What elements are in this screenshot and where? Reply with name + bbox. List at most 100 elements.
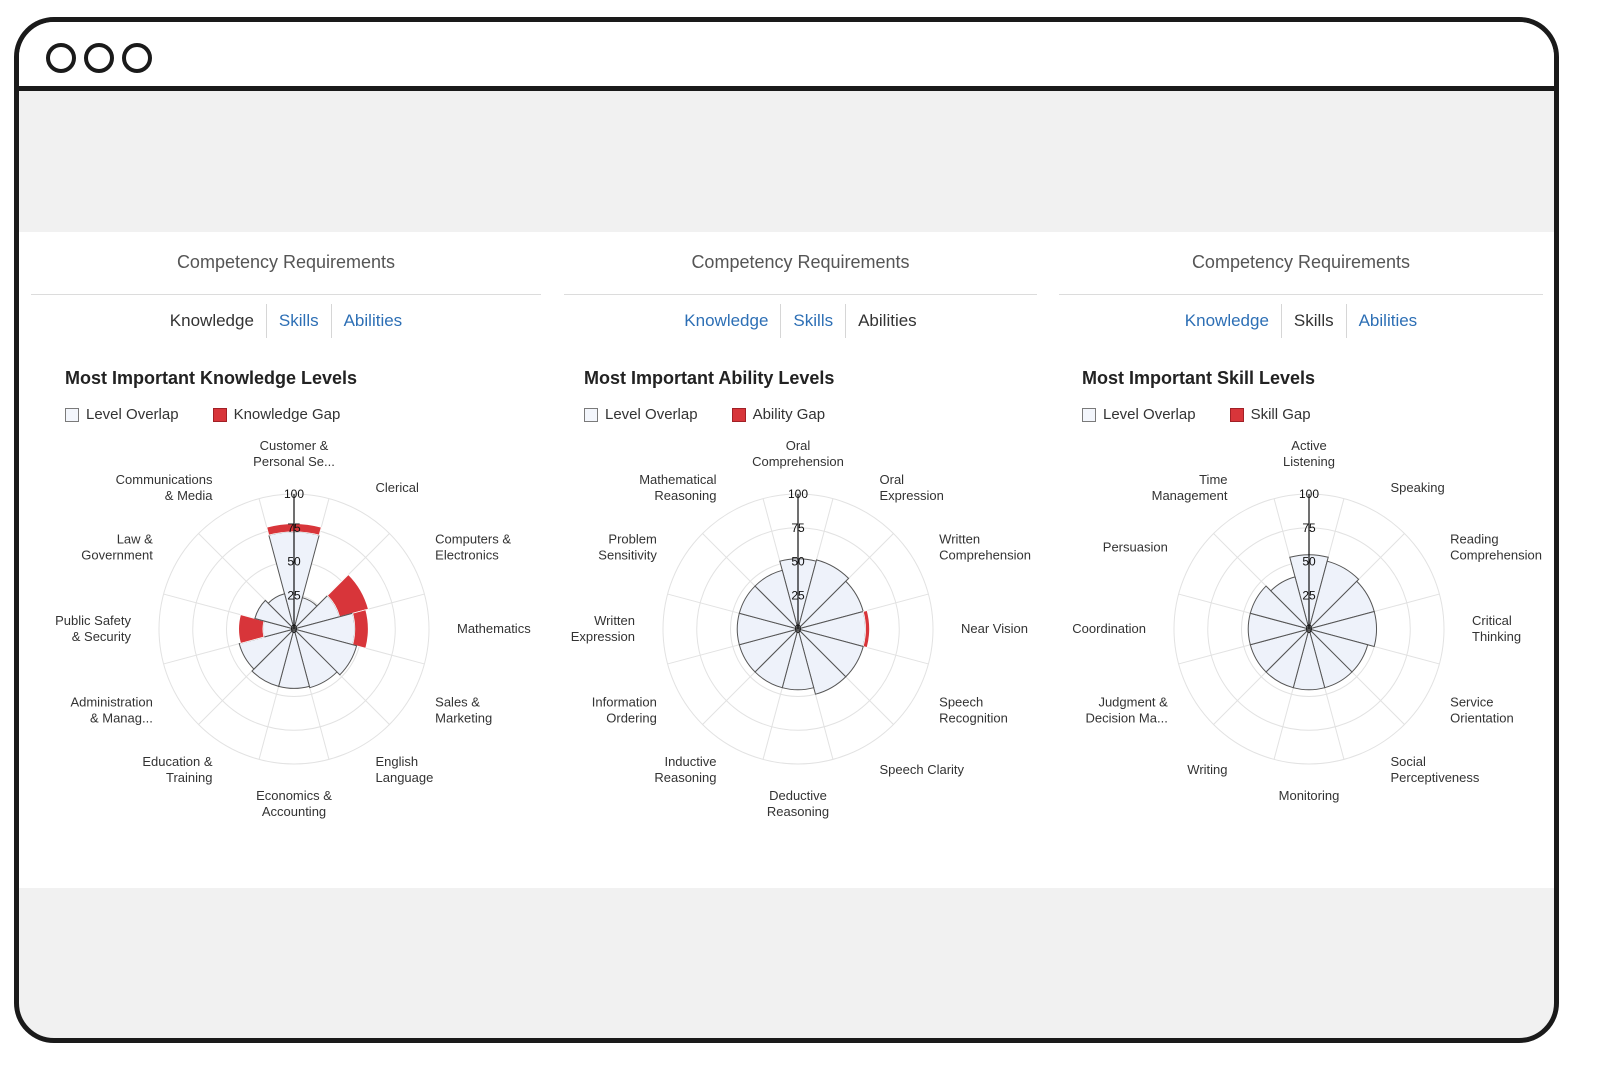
- category-label-line: Decision Ma...: [1085, 711, 1167, 726]
- tab-separator: [1345, 304, 1347, 338]
- tab-skills[interactable]: Skills: [793, 311, 834, 330]
- category-label: Time Management: [1152, 472, 1228, 503]
- category-label: Mathematics: [457, 621, 531, 636]
- r-tick-label: 25: [287, 588, 301, 602]
- bar-overlap[interactable]: [1249, 585, 1311, 630]
- tab-knowledge[interactable]: Knowledge: [169, 311, 254, 330]
- category-label-line: Comprehension: [1450, 548, 1542, 563]
- bar-overlap[interactable]: [238, 628, 296, 670]
- category-label-line: & Manag...: [90, 711, 153, 726]
- tab-knowledge[interactable]: Knowledge: [1184, 311, 1269, 330]
- window-titlebar: [19, 22, 1554, 91]
- bar-overlap[interactable]: [1270, 576, 1310, 631]
- r-tick-label: 25: [1302, 588, 1316, 602]
- window-dot-2[interactable]: [84, 43, 114, 73]
- category-label: Mathematical Reasoning: [639, 472, 716, 503]
- r-tick-label: 50: [287, 555, 301, 569]
- bar-gap[interactable]: [352, 609, 369, 649]
- category-label: Coordination: [1072, 621, 1146, 636]
- category-label-line: Customer &: [260, 438, 329, 453]
- card-title: Competency Requirements: [1191, 252, 1411, 272]
- category-label-line: Writing: [1187, 762, 1227, 777]
- category-label-line: Reading: [1450, 532, 1498, 547]
- tab-separator: [265, 304, 267, 338]
- chart-title: Most Important Ability Levels: [584, 368, 835, 388]
- category-label: Deductive Reasoning: [767, 788, 829, 819]
- category-label-line: Speech Clarity: [880, 762, 965, 777]
- tab-separator: [845, 304, 847, 338]
- tab-abilities[interactable]: Abilities: [343, 311, 403, 330]
- category-label: Written Comprehension: [939, 532, 1031, 563]
- r-tick-label: 0: [291, 622, 298, 636]
- legend-label-gap: Knowledge Gap: [233, 406, 341, 423]
- category-label-line: Recognition: [939, 711, 1008, 726]
- category-label-line: Information: [592, 695, 657, 710]
- window-dot-1[interactable]: [46, 43, 76, 73]
- bar-gap[interactable]: [238, 614, 265, 644]
- legend-label-overlap: Level Overlap: [1103, 406, 1196, 423]
- legend-swatch-overlap: [65, 407, 79, 422]
- tab-skills[interactable]: Skills: [278, 311, 319, 330]
- tab-abilities[interactable]: Abilities: [1358, 311, 1418, 330]
- window-dot-3[interactable]: [122, 43, 152, 73]
- legend-overlap[interactable]: Level Overlap: [584, 406, 698, 423]
- category-label-line: Reasoning: [654, 488, 716, 503]
- r-tick-label: 25: [791, 588, 805, 602]
- bar-overlap[interactable]: [754, 569, 799, 631]
- bar-overlap[interactable]: [797, 627, 847, 695]
- category-label-line: Oral: [880, 472, 905, 487]
- divider: [1059, 294, 1543, 295]
- category-label-line: Monitoring: [1279, 788, 1340, 803]
- category-label: Speaking: [1391, 480, 1445, 495]
- category-label-line: Persuasion: [1103, 540, 1168, 555]
- category-label: Public Safety & Security: [55, 613, 131, 644]
- category-label-line: Sales &: [435, 695, 480, 710]
- category-label-line: Clerical: [376, 480, 419, 495]
- legend-gap[interactable]: Ability Gap: [731, 406, 825, 423]
- legend-swatch-gap: [731, 407, 746, 422]
- bar-overlap[interactable]: [267, 593, 295, 631]
- category-label-line: Training: [166, 770, 212, 785]
- bar-overlap[interactable]: [251, 627, 295, 687]
- category-label-line: Marketing: [435, 711, 492, 726]
- tab-bar: Knowledge Skills Abilities: [31, 304, 541, 338]
- legend-gap[interactable]: Skill Gap: [1229, 406, 1311, 423]
- legend-overlap[interactable]: Level Overlap: [65, 406, 179, 423]
- bar-overlap[interactable]: [1308, 560, 1360, 631]
- card-title: Competency Requirements: [176, 252, 396, 272]
- tab-skills[interactable]: Skills: [1293, 311, 1334, 330]
- r-tick-label: 50: [791, 555, 805, 569]
- chart-legend: Level Overlap Knowledge Gap: [65, 406, 374, 423]
- category-label-line: Listening: [1283, 454, 1335, 469]
- category-label: Speech Recognition: [939, 695, 1008, 726]
- r-tick-label: 100: [1299, 487, 1319, 501]
- content-panel: Competency Requirements Knowledge Skills…: [19, 232, 1554, 888]
- category-label: Critical Thinking: [1472, 613, 1521, 644]
- tab-bar: Knowledge Skills Abilities: [564, 304, 1037, 338]
- bar-overlap[interactable]: [293, 627, 338, 689]
- category-label: Inductive Reasoning: [654, 754, 716, 785]
- bar-overlap[interactable]: [1307, 610, 1377, 648]
- category-label-line: Deductive: [769, 788, 827, 803]
- legend-gap[interactable]: Knowledge Gap: [212, 406, 341, 423]
- category-label-line: Management: [1152, 488, 1228, 503]
- legend-overlap[interactable]: Level Overlap: [1082, 406, 1196, 423]
- category-label-line: Expression: [880, 488, 944, 503]
- tab-knowledge[interactable]: Knowledge: [684, 311, 769, 330]
- bar-overlap[interactable]: [292, 628, 358, 676]
- bar-overlap[interactable]: [254, 599, 296, 630]
- chart-legend: Level Overlap Skill Gap: [1082, 406, 1345, 423]
- tab-abilities[interactable]: Abilities: [858, 311, 917, 330]
- category-label-line: Time: [1199, 472, 1227, 487]
- category-label-line: Speech: [939, 695, 983, 710]
- r-tick-label: 50: [1302, 555, 1316, 569]
- tab-separator: [1280, 304, 1282, 338]
- category-label-line: Inductive: [664, 754, 716, 769]
- r-tick-label: 75: [791, 521, 805, 535]
- category-label: Sales & Marketing: [435, 695, 492, 726]
- category-label: Computers & Electronics: [435, 532, 511, 563]
- category-label-line: Social: [1391, 754, 1427, 769]
- category-label-line: Speaking: [1391, 480, 1445, 495]
- bar-overlap[interactable]: [797, 559, 850, 631]
- category-label: English Language: [376, 754, 434, 785]
